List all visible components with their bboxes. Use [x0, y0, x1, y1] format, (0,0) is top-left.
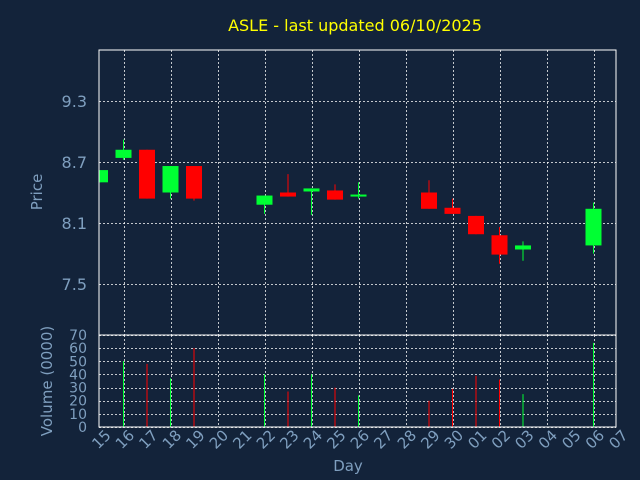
- price-tick-label: 8.1: [62, 214, 87, 233]
- price-candles: [99, 139, 602, 264]
- candle: [115, 139, 132, 160]
- day-tick-label: 20: [206, 426, 232, 452]
- candle: [515, 241, 531, 261]
- x-ticks: 1516171819202122232425262728293001020304…: [88, 426, 631, 452]
- candle-body: [491, 235, 508, 255]
- candle-body: [280, 192, 296, 197]
- day-tick-label: 21: [229, 426, 255, 452]
- day-tick-label: 15: [88, 426, 114, 452]
- candle: [256, 195, 273, 214]
- candle: [491, 227, 508, 264]
- day-tick-label: 19: [182, 426, 208, 452]
- day-tick-label: 30: [441, 426, 467, 452]
- day-tick-label: 23: [276, 426, 302, 452]
- day-tick-label: 26: [347, 426, 373, 452]
- day-tick-label: 05: [558, 426, 584, 452]
- candle: [280, 174, 296, 197]
- day-tick-label: 28: [394, 426, 420, 452]
- day-tick-label: 07: [605, 426, 631, 452]
- candle: [186, 166, 202, 201]
- day-tick-label: 17: [135, 426, 161, 452]
- volume-tick-label: 60: [69, 341, 87, 357]
- candle-body: [139, 149, 155, 199]
- candle-body: [115, 149, 132, 158]
- day-tick-label: 02: [488, 426, 514, 452]
- volume-tick-label: 30: [69, 381, 87, 397]
- candle-body: [256, 195, 273, 205]
- volume-frame: [98, 334, 617, 428]
- candle-body: [421, 192, 437, 209]
- price-tick-label: 9.3: [62, 92, 87, 111]
- day-tick-label: 16: [112, 426, 138, 452]
- candle: [585, 202, 602, 254]
- candle-body: [162, 166, 179, 193]
- day-tick-label: 01: [464, 426, 490, 452]
- candle: [303, 188, 320, 215]
- chart-title: ASLE - last updated 06/10/2025: [228, 16, 482, 35]
- candle-body: [468, 215, 484, 235]
- candle-body: [100, 170, 108, 183]
- candle: [421, 180, 437, 209]
- day-axis-label: Day: [333, 457, 363, 475]
- day-tick-label: 24: [300, 426, 326, 452]
- candle: [350, 182, 367, 199]
- day-tick-label: 04: [535, 426, 561, 452]
- candle-body: [327, 190, 343, 200]
- candle: [327, 184, 343, 200]
- price-tick-label: 8.7: [62, 153, 87, 172]
- volume-tick-label: 70: [69, 328, 87, 344]
- candle: [139, 149, 155, 199]
- volume-tick-label: 50: [69, 354, 87, 370]
- price-axis-label: Price: [28, 174, 46, 211]
- day-tick-label: 22: [253, 426, 279, 452]
- volume-tick-label: 0: [78, 420, 87, 436]
- candle-body: [585, 208, 602, 246]
- candle-body: [515, 245, 531, 250]
- price-y-ticks: 7.5 8.1 8.7 9.3: [62, 92, 87, 294]
- day-tick-label: 18: [159, 426, 185, 452]
- candle-body: [186, 166, 202, 199]
- candle: [444, 198, 461, 214]
- candle: [468, 215, 484, 235]
- day-tick-label: 03: [511, 426, 537, 452]
- price-tick-label: 7.5: [62, 275, 87, 294]
- day-tick-label: 06: [582, 426, 608, 452]
- volume-bars: [123, 342, 594, 427]
- day-tick-label: 29: [417, 426, 443, 452]
- price-grid: [99, 50, 616, 335]
- volume-axis-label: Volume (0000): [38, 326, 56, 436]
- candle-body: [303, 188, 320, 192]
- volume-tick-label: 40: [69, 367, 87, 383]
- volume-tick-label: 20: [69, 394, 87, 410]
- candle-body: [350, 194, 367, 197]
- day-tick-label: 27: [370, 426, 396, 452]
- day-tick-label: 25: [323, 426, 349, 452]
- candle-body: [444, 207, 461, 214]
- volume-grid: [99, 335, 616, 428]
- volume-tick-label: 10: [69, 407, 87, 423]
- candle: [162, 166, 179, 199]
- candle: [99, 170, 108, 183]
